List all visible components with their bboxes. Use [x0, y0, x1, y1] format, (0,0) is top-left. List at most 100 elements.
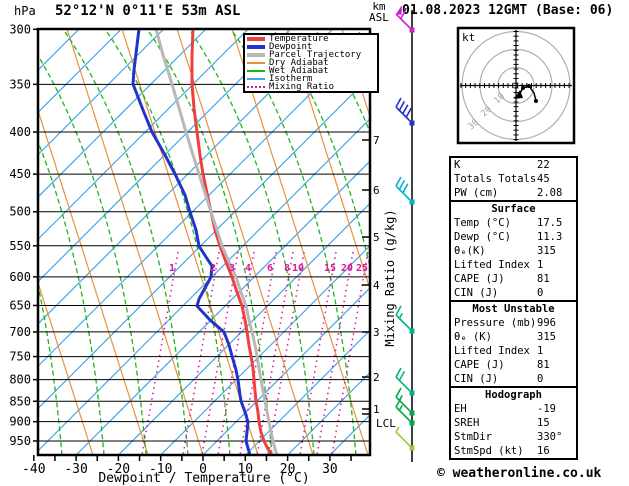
station-title: 52°12'N 0°11'E 53m ASL [55, 3, 241, 19]
x-tick-label: 0 [199, 462, 207, 477]
isotherm-line [75, 160, 370, 455]
legend-swatch-thin [247, 78, 265, 80]
wet-adiabat-line [272, 29, 370, 270]
hodograph-trace-point [534, 99, 538, 103]
x-tick-label: -40 [22, 462, 45, 477]
dry-adiabat-line [341, 29, 370, 119]
hodograph-border [456, 26, 576, 145]
legend-label: Temperature [269, 34, 329, 44]
table-row-value: 0 [537, 373, 544, 385]
wind-barb-arm [395, 376, 413, 394]
mixing-ratio-value-labels: 1 2 3 4 6 8 10 15 20 25 [169, 263, 368, 274]
table-row-value: 16 [537, 445, 550, 457]
dry-adiabat-line [231, 29, 369, 455]
table-row-value: 81 [537, 359, 550, 371]
table-row-label: Lifted Index [454, 345, 530, 357]
wind-barb-full-tick [398, 371, 406, 381]
km-tick-label: 4 [373, 279, 380, 292]
mixing-ratio-value: 25 [356, 263, 368, 274]
wind-barb-level-marker [409, 445, 415, 451]
table-row-value: 2.08 [537, 187, 563, 199]
legend-label: Dry Adiabat [269, 58, 329, 68]
x-tick-label: 10 [237, 462, 253, 477]
table-row-value: 1 [537, 345, 544, 357]
wind-barb-level-marker [409, 27, 415, 33]
wind-barb-half-tick [398, 313, 403, 319]
isotherm-lines [38, 29, 370, 455]
wet-adiabat-line [62, 29, 189, 455]
altitude-unit-km: km [372, 0, 386, 13]
isotherm-line [244, 329, 370, 455]
wind-barb-arm [395, 406, 413, 424]
x-tick-label: 30 [322, 462, 338, 477]
wind-barb-flag [396, 5, 402, 15]
table-row: θₑ (K) 315 [451, 330, 576, 344]
dry-adiabat-line [176, 29, 314, 455]
pressure-gridlines [38, 83, 370, 442]
hodograph-ring-value: 20 [479, 105, 494, 120]
pressure-tick-label: 700 [9, 325, 31, 339]
legend-swatch-thick [247, 45, 265, 49]
table-section: Most Unstable Pressure (mb) 996 θₑ (K) 315 Li… [449, 300, 578, 388]
copyright: © weatheronline.co.uk [437, 466, 602, 481]
legend-item: Mixing Ratio [245, 82, 377, 92]
datetime-label: 01.08.2023 12GMT (Base: 06) [402, 3, 614, 18]
parcel-trajectory-curve [154, 29, 279, 455]
indices-tables: K 22 Totals Totals 45 PW (cm) 2.08 Surface Temp… [449, 156, 578, 460]
table-section: K 22 Totals Totals 45 PW (cm) 2.08 [449, 156, 578, 202]
isotherm-line [38, 29, 334, 325]
mixing-ratio-line [331, 251, 369, 455]
wind-barb-arm [395, 431, 413, 449]
wind-barb-level-marker [409, 328, 415, 334]
mixing-ratio-value: 6 [267, 263, 273, 274]
wet-adiabat-line [104, 29, 231, 455]
table-row: Dewp (°C) 11.3 [451, 230, 576, 244]
x-tick-label: 20 [280, 462, 296, 477]
mixing-ratio-line [256, 251, 294, 455]
isotherm-line [38, 75, 370, 410]
wind-barb-full-tick [398, 180, 406, 190]
wind-barb-full-tick [395, 176, 402, 187]
isotherm-line [38, 117, 370, 452]
table-section: Hodograph EH -19 SREH 15 StmDir 330° StmSpd (kt… [449, 386, 578, 460]
mixing-ratio-value: 3 [229, 263, 235, 274]
wet-adiabat-line [230, 29, 357, 455]
pressure-tick-label: 750 [9, 350, 31, 364]
pressure-tick-label: 350 [9, 77, 31, 91]
wind-barb-level-marker [409, 390, 415, 396]
pressure-tick-label: 300 [9, 22, 31, 36]
isotherm-line [202, 287, 370, 455]
legend-swatch-dotted [247, 86, 265, 88]
table-row-value: 0 [537, 287, 544, 299]
table-section-header: Most Unstable [472, 303, 555, 315]
lcl-label: LCL [376, 417, 396, 430]
x-tick-label: -20 [107, 462, 130, 477]
wind-barb-full-tick [395, 367, 402, 378]
wind-barb-half-tick [395, 426, 400, 433]
wind-barb [395, 176, 415, 205]
wind-barb-full-tick [395, 397, 402, 408]
table-row: Temp (°C) 17.5 [451, 216, 576, 230]
legend-swatch-thick [247, 37, 265, 41]
mixing-ratio-value: 8 [284, 263, 290, 274]
dry-adiabat-lines [38, 29, 370, 455]
dry-adiabat-line [66, 29, 204, 455]
table-row: Pressure (mb) 996 [451, 316, 576, 330]
pressure-tick-label: 550 [9, 239, 31, 253]
hodograph-wind-trace [514, 84, 538, 103]
table-row-label: Pressure (mb) [454, 317, 537, 329]
mixing-ratio-line [239, 251, 277, 455]
dry-adiabat-line [121, 29, 259, 455]
pressure-tick-label: 450 [9, 167, 31, 181]
mixing-ratio-line [201, 251, 239, 455]
table-row-label: Totals Totals [454, 173, 537, 185]
isotherm-line [38, 29, 165, 156]
table-row: StmSpd (kt) 16 [451, 444, 576, 458]
pressure-axis-labels: 300 350 400 450 500 550 600 650 700 750 800 850 900 9… [9, 22, 38, 448]
table-row: θₑ(K) 315 [451, 244, 576, 258]
legend-label: Mixing Ratio [269, 82, 335, 92]
legend-item: Parcel Trajectory [245, 51, 377, 60]
mixing-ratio-value: 15 [324, 263, 336, 274]
legend-item: Dry Adiabat [245, 58, 377, 68]
